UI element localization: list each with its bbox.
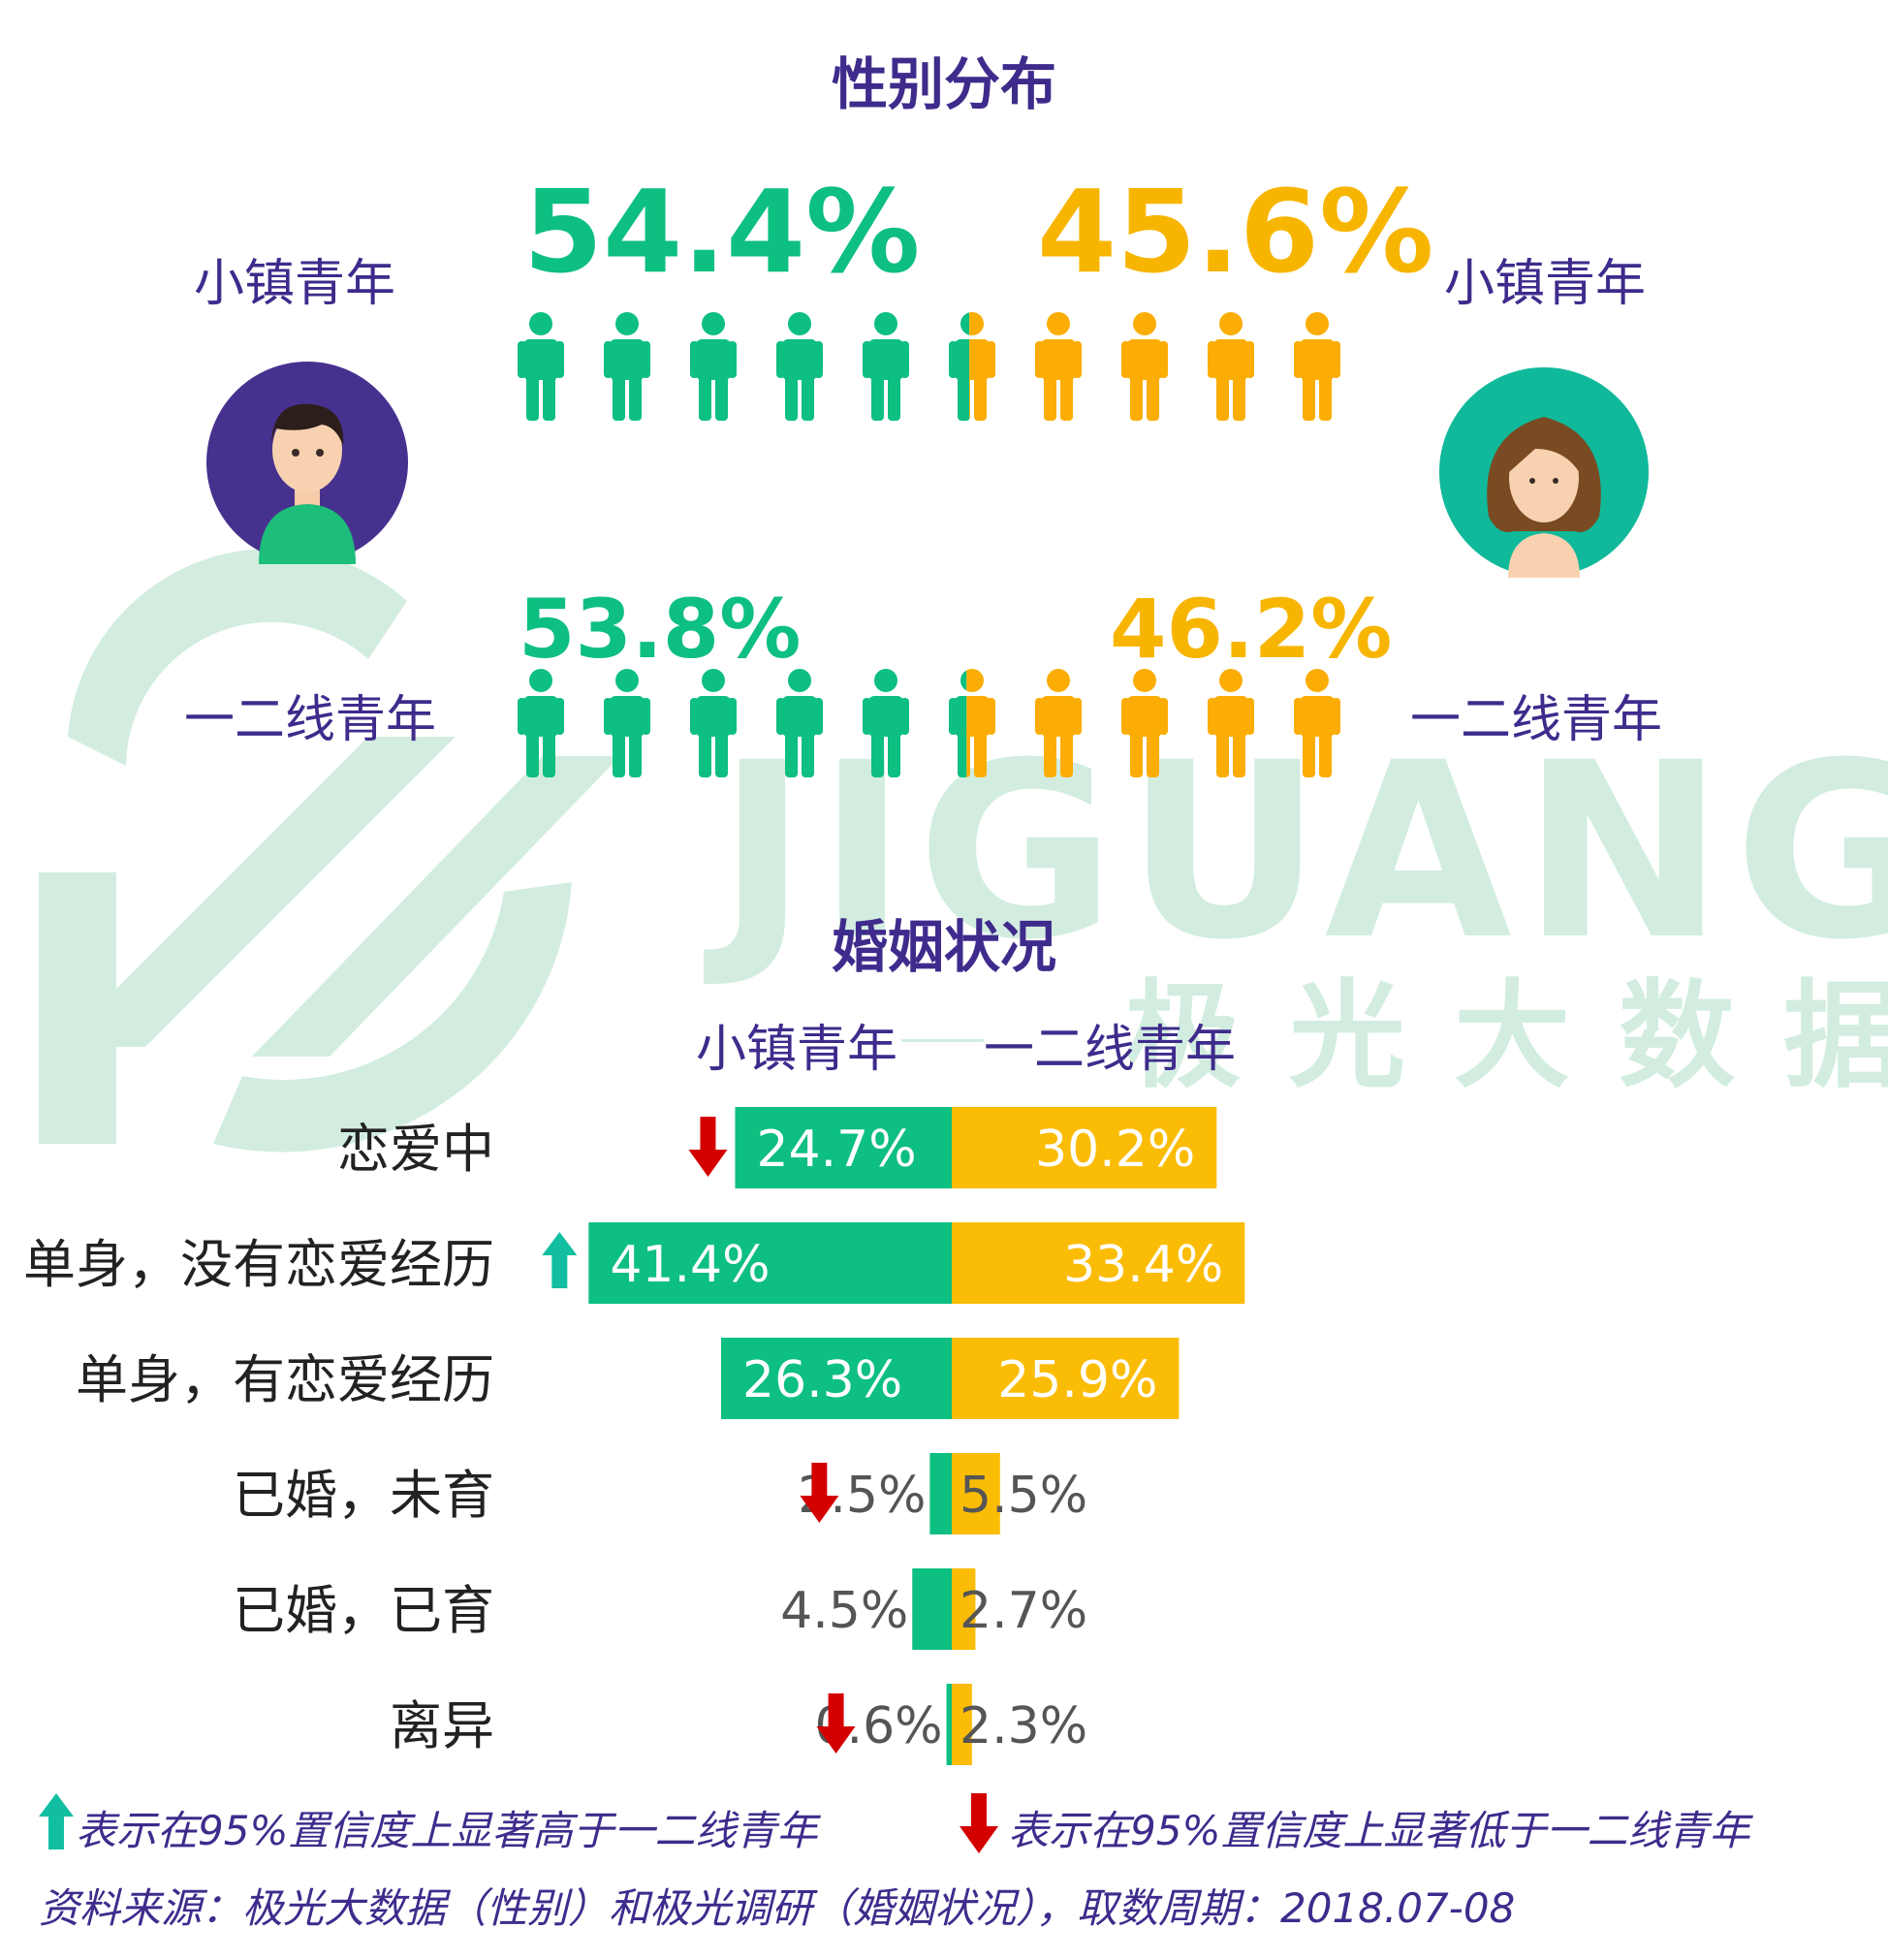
- value-label-tier12: 5.5%: [960, 1467, 1087, 1525]
- down-arrow-icon: [800, 1463, 839, 1523]
- group-label-right-1: 小镇青年: [1444, 255, 1647, 313]
- female-pct-1: 45.6%: [1037, 165, 1434, 299]
- female-pct-2: 46.2%: [1110, 582, 1393, 677]
- gender-title: 性别分布: [831, 51, 1056, 117]
- category-label: 已婚，已育: [233, 1580, 494, 1641]
- category-label: 离异: [390, 1695, 494, 1756]
- value-label-tier12: 2.3%: [960, 1697, 1087, 1755]
- person-icon: [690, 312, 737, 421]
- up-arrow-legend-icon: [39, 1793, 74, 1849]
- person-icon: [949, 669, 995, 777]
- down-arrow-icon: [688, 1117, 728, 1177]
- person-icon: [1035, 669, 1082, 777]
- person-row-1: [518, 312, 1340, 421]
- category-label: 单身，没有恋爱经历: [23, 1234, 494, 1295]
- legend-right: 一二线青年: [984, 1021, 1237, 1079]
- value-label-small-town: 24.7%: [756, 1121, 916, 1179]
- group-label-left-1: 小镇青年: [194, 255, 396, 313]
- category-label: 恋爱中: [337, 1119, 494, 1180]
- value-label-tier12: 2.7%: [960, 1582, 1087, 1640]
- person-icons-row-1: [518, 312, 1340, 421]
- bar-tier12: [952, 1453, 1000, 1534]
- man-avatar-icon: [206, 362, 408, 564]
- person-icons-row-2: [518, 669, 1340, 777]
- category-label: 已婚，未育: [233, 1465, 494, 1526]
- person-icon: [1121, 312, 1168, 421]
- bar-tier12: [952, 1684, 972, 1765]
- value-label-tier12: 33.4%: [1063, 1236, 1223, 1294]
- person-icon: [949, 312, 995, 421]
- category-label: 单身，有恋爱经历: [76, 1349, 494, 1410]
- down-note: 表示在95%置信度上显著低于一二线青年: [1008, 1807, 1750, 1854]
- value-label-small-town: 26.3%: [742, 1351, 902, 1409]
- person-icon: [604, 669, 650, 777]
- marriage-title: 婚姻状况: [831, 914, 1056, 980]
- bar-small-town: [735, 1107, 952, 1188]
- male-pct-2: 53.8%: [519, 582, 802, 677]
- bar-small-town: [588, 1222, 952, 1304]
- legend-left: 小镇青年: [696, 1021, 898, 1079]
- person-icon: [518, 669, 564, 777]
- value-label-small-town: 41.4%: [610, 1236, 770, 1294]
- person-icon: [1294, 312, 1340, 421]
- watermark-subtitle: 极光大数据: [1124, 969, 1888, 1104]
- value-label-tier12: 25.9%: [997, 1351, 1157, 1409]
- bar-small-town: [929, 1453, 952, 1534]
- up-note: 表示在95%置信度上显著高于一二线青年: [76, 1807, 818, 1854]
- person-icon: [863, 669, 909, 777]
- person-icon: [690, 669, 737, 777]
- value-label-small-town: 4.5%: [780, 1582, 908, 1640]
- person-icon: [863, 312, 909, 421]
- person-icon: [1208, 312, 1254, 421]
- group-label-left-2: 一二线青年: [184, 691, 437, 749]
- bar-tier12: [952, 1568, 976, 1650]
- male-pct-1: 54.4%: [523, 165, 921, 299]
- down-arrow-icon: [816, 1693, 856, 1754]
- person-icon: [604, 312, 650, 421]
- person-row-2: [518, 669, 1340, 777]
- bar-small-town: [720, 1338, 952, 1419]
- person-icon: [1294, 669, 1340, 777]
- bar-tier12: [952, 1222, 1245, 1304]
- bar-tier12: [952, 1107, 1217, 1188]
- bar-small-town: [912, 1568, 952, 1650]
- source-note: 资料来源：极光大数据（性别）和极光调研（婚姻状况），取数周期：2018.07-0…: [39, 1884, 1516, 1932]
- value-label-tier12: 30.2%: [1035, 1121, 1195, 1179]
- person-icon: [776, 669, 823, 777]
- person-icon: [518, 312, 564, 421]
- person-icon: [1208, 669, 1254, 777]
- woman-avatar-icon: [1439, 367, 1649, 578]
- person-icon: [776, 312, 823, 421]
- bar-small-town: [946, 1684, 952, 1765]
- bar-tier12: [952, 1338, 1180, 1419]
- marriage-chart: 恋爱中 24.7% 30.2% 单身，没有恋爱经历 41.4% 33.4% 单身，有恋爱经历…: [23, 1107, 1245, 1765]
- person-icon: [1121, 669, 1168, 777]
- down-arrow-legend-icon: [960, 1793, 998, 1853]
- person-icon: [1035, 312, 1082, 421]
- legend-divider: [901, 1039, 984, 1042]
- group-label-right-2: 一二线青年: [1410, 691, 1663, 749]
- up-arrow-icon: [542, 1232, 578, 1288]
